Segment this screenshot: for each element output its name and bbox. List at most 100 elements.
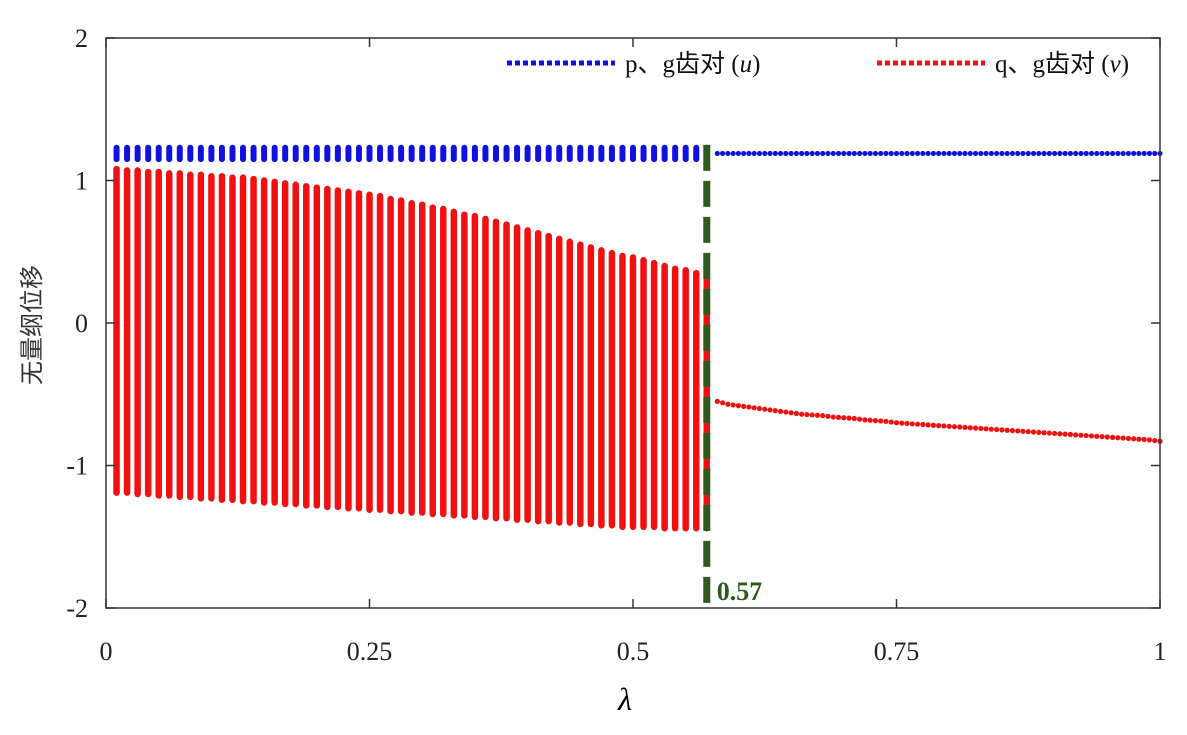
u-point [804, 150, 810, 157]
u-point [735, 150, 742, 157]
u-point [1067, 150, 1074, 157]
u-point [920, 150, 926, 157]
u-point [941, 150, 947, 157]
x-tick-label: 0.25 [347, 637, 393, 666]
v-point [1046, 430, 1052, 436]
u-point [857, 150, 863, 157]
u-point [1120, 150, 1126, 157]
v-point [799, 411, 805, 417]
v-point [1094, 433, 1100, 439]
u-point [767, 150, 773, 157]
v-point [978, 425, 984, 432]
v-point [957, 424, 963, 430]
v-point [1052, 430, 1058, 437]
u-point [1136, 150, 1142, 157]
u-point [1088, 150, 1095, 157]
u-point [809, 150, 815, 157]
x-tick-label: 0.5 [617, 637, 650, 666]
v-point [1030, 429, 1037, 435]
x-tick-label: 0 [100, 637, 113, 666]
v-point [962, 424, 968, 430]
u-point [846, 150, 852, 157]
v-point [741, 403, 747, 409]
u-point [830, 150, 836, 157]
u-point [925, 150, 931, 157]
u-point [719, 150, 726, 157]
u-point [746, 150, 752, 157]
v-point [1131, 436, 1137, 442]
u-point [1083, 150, 1089, 157]
u-point [793, 150, 799, 157]
v-point [857, 416, 863, 422]
v-point [804, 411, 810, 418]
u-point [1141, 150, 1147, 157]
v-point [1025, 429, 1031, 435]
u-point [862, 150, 868, 157]
u-point [1131, 150, 1137, 157]
v-point [893, 420, 900, 426]
u-point [1094, 150, 1100, 157]
u-point [957, 150, 963, 157]
bifurcation-label: 0.57 [717, 577, 763, 606]
v-point [735, 403, 742, 409]
x-axis-label: λ [617, 681, 632, 717]
v-point [825, 413, 831, 419]
y-tick-label: 0 [75, 309, 88, 338]
v-point [746, 404, 752, 410]
v-point [1041, 430, 1047, 436]
v-point [878, 418, 884, 424]
u-point [1109, 150, 1116, 157]
u-point [878, 150, 884, 157]
v-point [904, 420, 910, 427]
v-point [946, 423, 952, 429]
v-point [814, 412, 821, 418]
u-point [714, 150, 720, 157]
v-point [1078, 432, 1084, 438]
v-point [793, 410, 799, 417]
u-point [930, 150, 936, 157]
v-point [1125, 435, 1131, 442]
v-point [751, 405, 757, 411]
u-point [725, 150, 731, 157]
v-point [1009, 427, 1016, 434]
v-point [788, 410, 794, 416]
u-point [872, 150, 879, 157]
v-point [862, 417, 868, 423]
v-point [914, 421, 921, 427]
u-point [967, 150, 973, 157]
u-point [814, 150, 821, 157]
u-point [835, 150, 842, 157]
u-point [762, 150, 768, 157]
v-point [1088, 433, 1095, 439]
v-point [994, 426, 1000, 433]
u-point [741, 150, 747, 157]
u-point [788, 150, 794, 157]
v-point [783, 409, 789, 415]
u-point [962, 150, 968, 157]
y-tick-label: 2 [75, 24, 88, 53]
legend-label-u: p、g齿对 (u) [625, 50, 760, 78]
v-point [925, 422, 931, 428]
u-point [756, 150, 763, 157]
u-point [1025, 150, 1031, 157]
v-point [851, 415, 857, 422]
v-point [1109, 434, 1116, 440]
v-point [719, 400, 726, 406]
x-tick-label: 1 [1154, 637, 1167, 666]
u-point [909, 150, 915, 157]
v-point [1115, 435, 1121, 441]
u-point [1041, 150, 1047, 157]
v-point [1141, 436, 1147, 443]
u-point [983, 150, 989, 157]
v-point [756, 405, 763, 412]
v-point [967, 425, 973, 431]
v-point [930, 422, 936, 428]
u-point [783, 150, 789, 157]
v-point [725, 401, 731, 407]
v-point [1104, 434, 1110, 440]
v-point [772, 408, 778, 414]
y-tick-label: 1 [75, 167, 88, 196]
u-point [899, 150, 905, 157]
y-tick-label: -1 [66, 452, 88, 481]
